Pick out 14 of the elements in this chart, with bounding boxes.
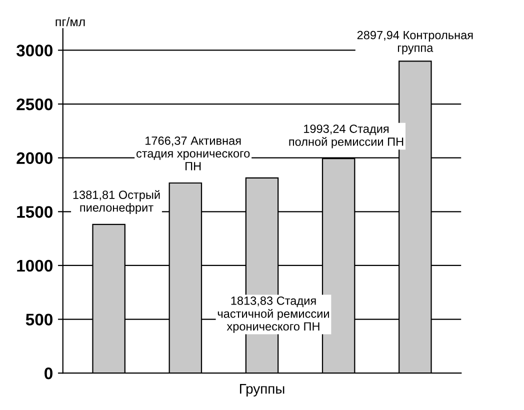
data-label: 2897,94 Контрольная группа <box>357 30 473 54</box>
y-tick-label: 1500 <box>17 206 52 218</box>
y-tick-label: 0 <box>44 368 52 380</box>
y-tick-label: 3000 <box>16 44 52 56</box>
y-axis-title: пг/мл <box>56 17 85 26</box>
y-tick-label: 2000 <box>16 152 52 164</box>
data-label: 1381,81 Острый пиелонефрит <box>73 190 160 214</box>
x-axis-title: Группы <box>240 384 284 396</box>
data-label: 1993,24 Стадия полной ремиссии ПН <box>289 124 404 148</box>
y-tick-label: 500 <box>26 314 52 326</box>
y-tick-label: 1000 <box>17 260 52 272</box>
y-tick-label: 2500 <box>16 98 52 110</box>
data-label: 1766,37 Активная стадия хронического ПН <box>136 136 250 170</box>
data-label: 1813,83 Стадия частичной ремиссии хронического ПН <box>218 296 329 333</box>
